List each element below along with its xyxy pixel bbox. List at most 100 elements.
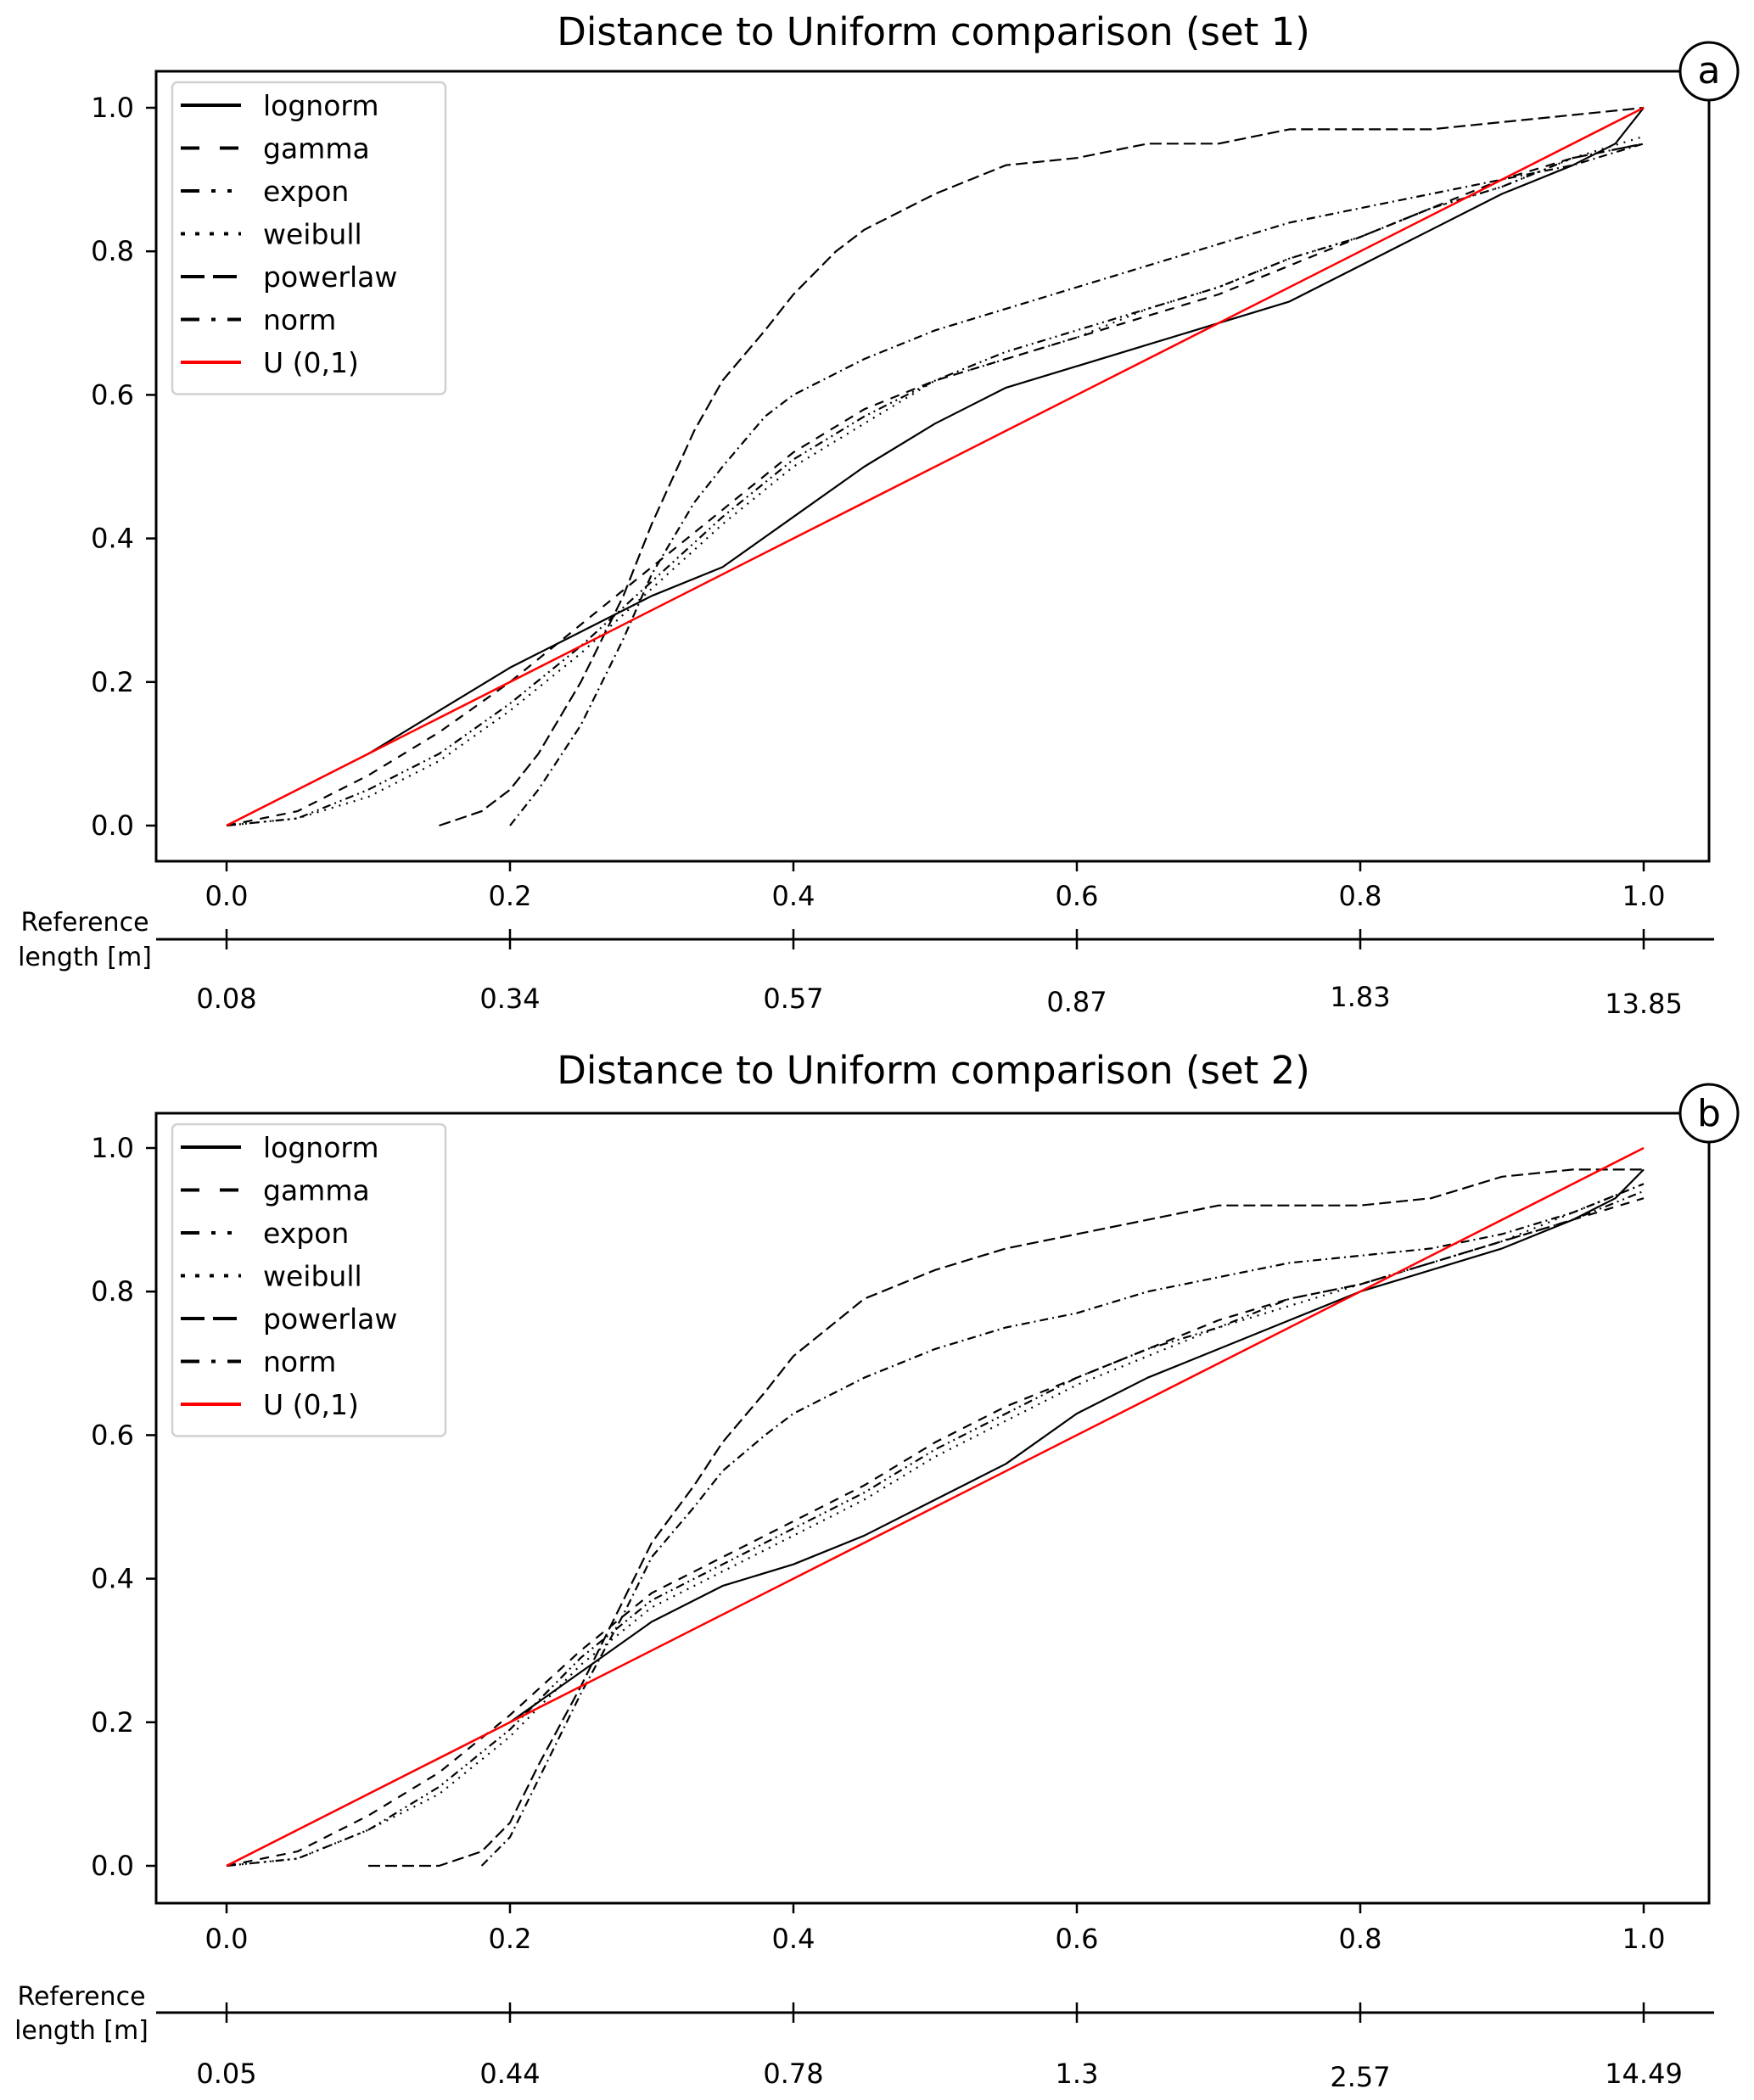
legend-item: powerlaw [181, 1302, 397, 1336]
x-tick-label: 0.4 [772, 880, 815, 912]
chart-title: Distance to Uniform comparison (set 1) [557, 9, 1310, 54]
y-tick-label: 0.2 [91, 1706, 134, 1739]
legend: lognorm gamma expon weibull powerlaw norm U (0… [171, 1123, 447, 1437]
panel-label: a [1698, 49, 1721, 92]
reference-tick-label: 0.08 [196, 983, 256, 1015]
reference-axis-label: Reference [20, 908, 149, 938]
panel-label-circle [1678, 1083, 1740, 1144]
reference-axis-label: Reference [17, 1982, 145, 2012]
legend-item: expon [181, 175, 349, 208]
x-tick-label: 0.2 [489, 1923, 532, 1955]
legend-item: norm [181, 1346, 336, 1379]
panel-b: Distance to Uniform comparison (set 2) 0… [14, 1048, 1740, 2093]
legend-item: weibull [181, 1260, 362, 1293]
x-axis: 0.0 0.2 0.4 0.6 0.8 1.0 [205, 861, 1666, 912]
legend-item: weibull [181, 218, 362, 251]
x-tick-label: 1.0 [1622, 1923, 1666, 1955]
series-line-u-0-1 [226, 1146, 1645, 1868]
legend-item: lognorm [181, 1131, 379, 1164]
legend-label: weibull [263, 1260, 362, 1293]
reference-tick-label: 1.83 [1330, 981, 1390, 1013]
legend-label: powerlaw [263, 1302, 397, 1336]
panel-label-badge: a [1678, 41, 1740, 102]
legend-label: U (0,1) [263, 346, 359, 379]
reference-tick-label: 0.44 [479, 2058, 540, 2090]
legend-label: expon [263, 1217, 349, 1250]
series-layer [226, 106, 1645, 827]
reference-tick-label: 13.85 [1605, 988, 1683, 1020]
y-axis: 0.0 0.2 0.4 0.6 0.8 1.0 [91, 1132, 156, 1882]
legend-item: powerlaw [181, 260, 397, 294]
series-layer [226, 1146, 1645, 1868]
y-tick-label: 0.0 [91, 809, 134, 842]
legend-item: gamma [181, 132, 370, 165]
legend-box [171, 1123, 447, 1437]
y-tick-label: 1.0 [91, 1132, 134, 1164]
reference-tick-label: 0.34 [479, 983, 540, 1015]
legend-label: norm [263, 1346, 336, 1379]
legend-item: U (0,1) [181, 1388, 359, 1421]
y-tick-label: 0.6 [91, 1419, 134, 1451]
legend-item: expon [181, 1217, 349, 1250]
legend-item: lognorm [181, 89, 379, 122]
reference-tick-label: 1.3 [1056, 2058, 1099, 2090]
x-tick-label: 0.8 [1339, 1923, 1382, 1955]
reference-tick-label: 0.05 [196, 2058, 256, 2090]
panel-a: Distance to Uniform comparison (set 1) 0… [18, 9, 1740, 1020]
y-tick-label: 1.0 [91, 92, 134, 124]
x-tick-label: 0.0 [205, 1923, 249, 1955]
legend-label: weibull [263, 218, 362, 251]
panel-label-badge: b [1678, 1083, 1740, 1144]
reference-length-axis: Reference length [m] 0.05 0.44 0.78 1.3 2.57… [14, 1982, 1714, 2093]
x-tick-label: 0.8 [1339, 880, 1382, 912]
reference-axis-label-unit: length [m] [18, 943, 152, 972]
series-line-powerlaw [439, 106, 1645, 827]
y-tick-label: 0.0 [91, 1850, 134, 1882]
reference-tick-label: 0.78 [763, 2058, 823, 2090]
legend-label: powerlaw [263, 260, 397, 294]
y-tick-label: 0.8 [91, 235, 134, 267]
series-line-weibull [226, 135, 1645, 827]
series-line-lognorm [226, 107, 1645, 826]
x-axis: 0.0 0.2 0.4 0.6 0.8 1.0 [205, 1903, 1666, 1955]
y-axis: 0.0 0.2 0.4 0.6 0.8 1.0 [91, 92, 156, 842]
legend-label: norm [263, 304, 336, 337]
x-tick-label: 0.6 [1056, 880, 1099, 912]
legend-item: U (0,1) [181, 346, 359, 379]
series-line-expon [226, 1190, 1645, 1868]
y-tick-label: 0.6 [91, 378, 134, 411]
panel-label-circle [1678, 41, 1740, 102]
x-tick-label: 0.4 [772, 1923, 815, 1955]
y-tick-label: 0.4 [91, 523, 134, 555]
series-line-gamma [226, 1197, 1645, 1868]
legend-label: gamma [263, 1174, 370, 1207]
legend-label: expon [263, 175, 349, 208]
reference-tick-label: 0.87 [1046, 986, 1107, 1018]
series-line-expon [226, 143, 1645, 827]
x-tick-label: 0.6 [1056, 1923, 1099, 1955]
x-tick-label: 0.0 [205, 880, 249, 912]
legend-label: lognorm [263, 1131, 379, 1164]
y-tick-label: 0.2 [91, 666, 134, 698]
reference-tick-label: 14.49 [1605, 2058, 1683, 2090]
legend-item: norm [181, 304, 336, 337]
legend: lognorm gamma expon weibull powerlaw norm U (0… [171, 81, 447, 395]
legend-box [171, 81, 447, 395]
legend-label: gamma [263, 132, 370, 165]
series-line-u-0-1 [226, 106, 1645, 827]
y-tick-label: 0.8 [91, 1275, 134, 1308]
reference-tick-label: 2.57 [1330, 2061, 1390, 2093]
series-line-norm [509, 143, 1645, 826]
series-line-gamma [226, 143, 1645, 827]
x-tick-label: 0.2 [489, 880, 532, 912]
reference-tick-label: 0.57 [763, 983, 823, 1015]
series-line-norm [480, 1183, 1645, 1867]
x-tick-label: 1.0 [1622, 880, 1666, 912]
legend-label: U (0,1) [263, 1388, 359, 1421]
reference-axis-label-unit: length [m] [14, 2016, 149, 2046]
series-line-powerlaw [368, 1168, 1644, 1868]
reference-length-axis: Reference length [m] 0.08 0.34 0.57 0.87 1.8… [18, 908, 1714, 1020]
legend-label: lognorm [263, 89, 379, 122]
panel-label: b [1697, 1092, 1721, 1135]
